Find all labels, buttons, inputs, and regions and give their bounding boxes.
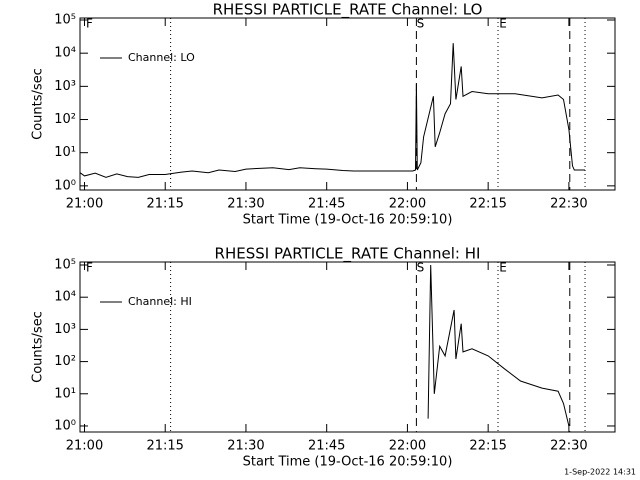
x-tick-label: 22:30: [550, 197, 587, 212]
y-tick-label: 10⁴: [54, 46, 76, 61]
annotation: E: [499, 17, 507, 31]
x-tick-label: 21:15: [146, 439, 183, 454]
annotation: E: [499, 261, 507, 275]
annotation: F: [86, 17, 93, 31]
y-tick-label: 10⁵: [54, 13, 76, 28]
x-axis-label: Start Time (19-Oct-16 20:59:10): [243, 455, 453, 470]
x-tick-label: 22:30: [550, 439, 587, 454]
x-tick-label: 21:45: [308, 197, 345, 212]
y-tick-label: 10³: [54, 79, 76, 94]
legend-label: Channel: HI: [128, 295, 192, 308]
legend-label: Channel: LO: [128, 51, 195, 64]
plot-frame: [79, 17, 616, 191]
x-tick-label: 21:00: [66, 439, 103, 454]
x-tick-label: 21:45: [308, 439, 345, 454]
y-axis-label: Counts/sec: [31, 68, 46, 140]
x-tick-label: 21:30: [227, 197, 264, 212]
y-tick-label: 10²: [54, 354, 76, 369]
y-tick-label: 10¹: [54, 145, 76, 160]
data-line: [79, 43, 585, 178]
annotation: S: [417, 17, 425, 31]
annotation: S: [417, 261, 425, 275]
y-tick-label: 10⁴: [54, 290, 76, 305]
y-tick-label: 10⁵: [54, 258, 76, 273]
plot-frame: [79, 261, 616, 433]
annotation: F: [86, 261, 93, 275]
x-tick-label: 22:00: [389, 439, 426, 454]
y-axis-label: Counts/sec: [31, 311, 46, 383]
chart-title: RHESSI PARTICLE_RATE Channel: HI: [215, 245, 481, 264]
x-tick-label: 22:15: [469, 439, 506, 454]
footer: 1-Sep-2022 14:31: [564, 468, 636, 477]
x-tick-label: 22:00: [389, 197, 426, 212]
x-tick-label: 21:00: [66, 197, 103, 212]
y-tick-label: 10²: [54, 112, 76, 127]
y-tick-label: 10¹: [54, 386, 76, 401]
chart-title: RHESSI PARTICLE_RATE Channel: LO: [213, 1, 483, 20]
y-tick-label: 10⁰: [54, 178, 76, 193]
x-tick-label: 21:30: [227, 439, 264, 454]
x-tick-label: 22:15: [469, 197, 506, 212]
data-line: [427, 264, 570, 427]
x-axis-label: Start Time (19-Oct-16 20:59:10): [243, 213, 453, 228]
y-tick-label: 10⁰: [54, 418, 76, 433]
x-tick-label: 21:15: [146, 197, 183, 212]
y-tick-label: 10³: [54, 322, 76, 337]
